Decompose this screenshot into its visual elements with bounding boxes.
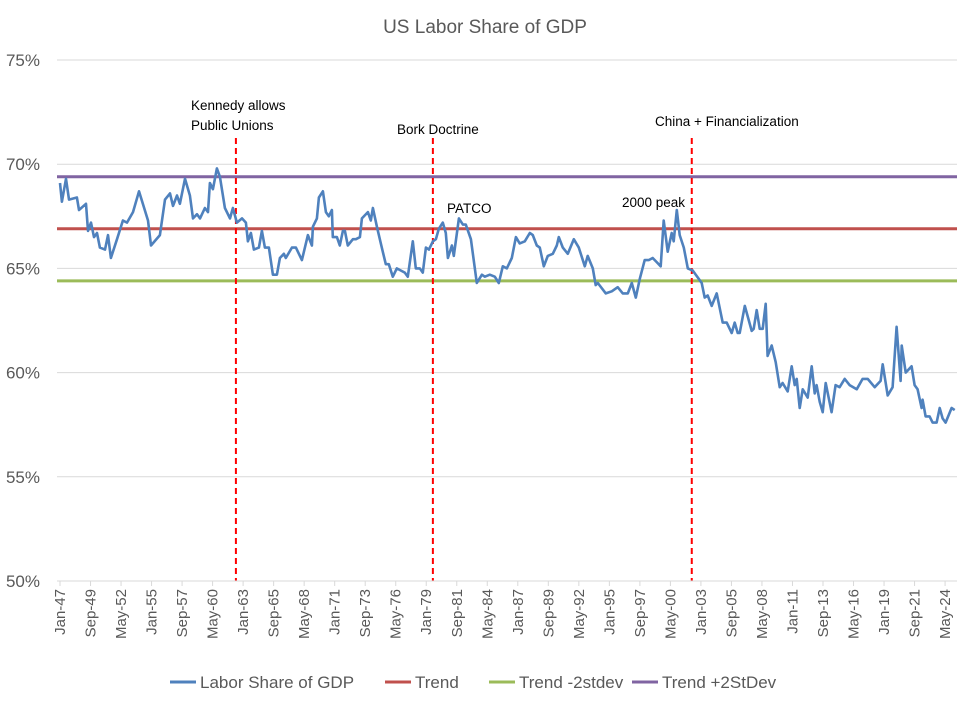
- x-tick-label: May-24: [937, 589, 954, 639]
- y-tick-label: 60%: [6, 364, 40, 383]
- x-tick-label: May-76: [388, 589, 405, 639]
- legend-label: Trend -2stdev: [519, 673, 624, 692]
- x-tick-label: Jan-87: [510, 589, 527, 635]
- y-tick-label: 65%: [6, 259, 40, 278]
- x-tick-label: Jan-63: [235, 589, 252, 635]
- y-tick-label: 50%: [6, 572, 40, 591]
- legend-label: Trend: [415, 673, 459, 692]
- labor-share-line: [58, 167, 956, 424]
- legend-label: Trend +2StDev: [662, 673, 777, 692]
- x-tick-label: Sep-05: [723, 589, 740, 637]
- trend-lines: [57, 175, 957, 283]
- chart-title: US Labor Share of GDP: [383, 17, 587, 38]
- legend-item: Labor Share of GDP: [170, 673, 354, 692]
- x-tick-label: Sep-97: [632, 589, 649, 637]
- x-tick-label: Sep-81: [449, 589, 466, 637]
- x-tick-label: Jan-19: [876, 589, 893, 635]
- x-tick-label: May-84: [479, 589, 496, 639]
- annotation-patco: PATCO: [447, 201, 492, 216]
- x-tick-label: May-08: [754, 589, 771, 639]
- x-tick-label: Sep-73: [357, 589, 374, 637]
- series-layer: [58, 167, 956, 424]
- annotation-kennedy-line1: Kennedy allows: [191, 98, 286, 113]
- x-tick-label: May-68: [296, 589, 313, 639]
- legend-item: Trend: [385, 673, 459, 692]
- annotation-kennedy-line2: Public Unions: [191, 118, 274, 133]
- annotation-2000-peak: 2000 peak: [622, 195, 685, 210]
- x-tick-label: Jan-47: [52, 589, 69, 635]
- x-tick-label: Sep-57: [174, 589, 191, 637]
- x-tick-label: Jan-11: [784, 589, 801, 634]
- event-lines: [234, 138, 693, 581]
- annotations: Kennedy allows Public Unions Bork Doctri…: [191, 98, 799, 216]
- legend-item: Trend +2StDev: [632, 673, 777, 692]
- x-tick-label: Sep-89: [540, 589, 557, 637]
- legend: Labor Share of GDP Trend Trend -2stdev Tren…: [170, 673, 777, 692]
- annotation-china-financialization: China + Financialization: [655, 114, 799, 129]
- y-tick-label: 75%: [6, 51, 40, 70]
- x-tick-label: Sep-21: [907, 589, 924, 637]
- y-tick-label: 55%: [6, 468, 40, 487]
- x-tick-label: May-52: [113, 589, 130, 639]
- x-tick-label: Sep-49: [83, 589, 100, 637]
- annotation-bork-doctrine: Bork Doctrine: [397, 122, 479, 137]
- legend-label: Labor Share of GDP: [200, 673, 354, 692]
- x-tick-label: May-92: [571, 589, 588, 639]
- x-tick-label: Jan-79: [418, 589, 435, 635]
- x-tick-label: Sep-65: [266, 589, 283, 637]
- x-tick-label: Jan-55: [144, 589, 161, 635]
- x-axis-ticks: Jan-47 Sep-49 May-52 Jan-55 Sep-57 May-60 Jan-…: [52, 581, 954, 639]
- x-tick-label: May-60: [205, 589, 222, 639]
- x-tick-label: May-16: [846, 589, 863, 639]
- legend-item: Trend -2stdev: [489, 673, 624, 692]
- x-tick-label: Jan-95: [601, 589, 618, 635]
- x-tick-label: May-00: [662, 589, 679, 639]
- y-axis-ticks: 50% 55% 60% 65% 70% 75%: [6, 51, 40, 591]
- x-tick-label: Sep-13: [815, 589, 832, 637]
- x-tick-label: Jan-71: [327, 589, 344, 635]
- y-tick-label: 70%: [6, 155, 40, 174]
- x-tick-label: Jan-03: [693, 589, 710, 635]
